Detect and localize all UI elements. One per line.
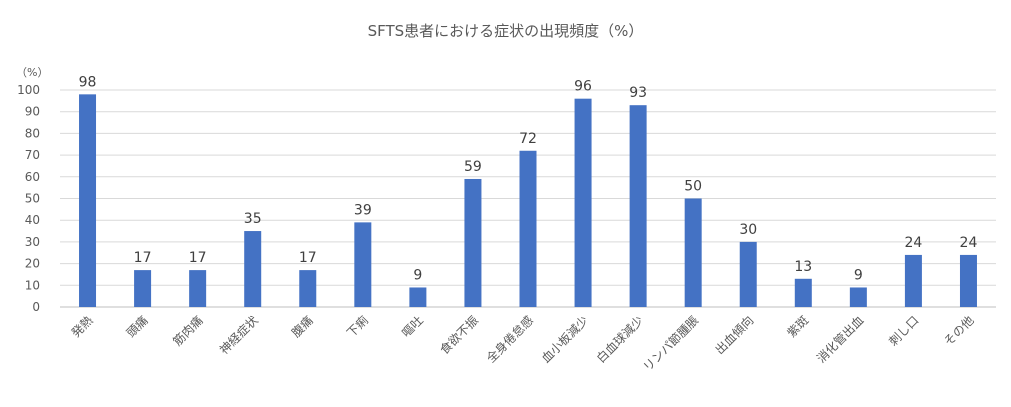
x-tick-label: 筋肉痛 <box>170 313 206 349</box>
data-label: 93 <box>629 85 647 101</box>
x-tick-label: 血小板減少 <box>538 313 591 366</box>
bar <box>409 287 427 307</box>
bar <box>79 94 97 307</box>
bar <box>794 278 812 307</box>
x-tick-label: 全身倦怠感 <box>483 313 536 366</box>
y-tick-label: 30 <box>25 235 40 249</box>
x-tick-label: 下痢 <box>343 313 371 341</box>
y-tick-label: 90 <box>25 105 40 119</box>
x-axis: 発熱 頭痛 筋肉痛 神経症状 腹痛 下痢 嘔吐 食欲不振 全身倦怠感 血小板減少 白血球減少リンパ節… <box>69 313 977 375</box>
data-label: 17 <box>299 250 317 266</box>
bar <box>849 287 867 307</box>
data-label: 50 <box>684 179 702 195</box>
bar <box>519 150 537 307</box>
data-labels: 98 17 17 35 17 39 9 59 72 96 93 50 30 13 9 24 24 <box>79 74 978 283</box>
bars <box>79 94 977 308</box>
data-label: 59 <box>464 159 482 175</box>
x-tick-label: 刺し口 <box>886 313 921 348</box>
bar <box>629 105 647 307</box>
x-tick-label: 頭痛 <box>123 313 151 341</box>
x-tick-label: 出血傾向 <box>712 313 757 358</box>
bar <box>299 270 317 307</box>
bar <box>354 222 372 307</box>
data-label: 9 <box>854 267 863 283</box>
chart-title: SFTS患者における症状の出現頻度（%） <box>367 22 644 40</box>
data-label: 24 <box>904 235 922 251</box>
bar <box>189 270 207 307</box>
data-label: 30 <box>739 222 757 238</box>
bar <box>904 254 922 307</box>
data-label: 24 <box>960 235 978 251</box>
x-tick-label: 神経症状 <box>216 313 261 358</box>
bar <box>244 231 262 307</box>
data-label: 9 <box>413 267 422 283</box>
x-tick-label: 嘔吐 <box>399 313 426 340</box>
data-label: 39 <box>354 202 372 218</box>
x-tick-label: 紫斑 <box>785 313 812 340</box>
bar <box>134 270 152 307</box>
y-tick-label: 40 <box>25 213 40 227</box>
data-label: 96 <box>574 79 592 95</box>
data-label: 35 <box>244 211 262 227</box>
bar <box>739 241 757 307</box>
data-label: 17 <box>189 250 207 266</box>
y-tick-label: 100 <box>17 83 40 97</box>
bar <box>574 98 592 308</box>
data-label: 13 <box>794 259 812 275</box>
x-tick-label: 発熱 <box>69 313 96 340</box>
x-tick-label: リンパ節腫脹 <box>640 313 702 375</box>
bar <box>684 198 702 307</box>
x-tick-label: 白血球減少 <box>593 313 646 366</box>
x-tick-label: 食欲不振 <box>437 313 482 358</box>
y-unit-label: （%） <box>16 66 48 79</box>
bar <box>464 178 482 307</box>
x-tick-label: 消化管出血 <box>813 313 866 366</box>
y-axis: 0 10 20 30 40 50 60 70 80 90 100 <box>17 83 40 314</box>
y-tick-label: 70 <box>25 148 40 162</box>
y-tick-label: 20 <box>25 257 40 271</box>
bar <box>959 254 977 307</box>
y-tick-label: 50 <box>25 192 40 206</box>
y-tick-label: 10 <box>25 278 40 292</box>
y-tick-label: 0 <box>32 300 40 314</box>
y-tick-label: 80 <box>25 126 40 140</box>
data-label: 17 <box>134 250 152 266</box>
x-tick-label: 腹痛 <box>288 313 316 341</box>
data-label: 72 <box>519 131 537 147</box>
y-tick-label: 60 <box>25 170 40 184</box>
data-label: 98 <box>79 74 97 90</box>
x-tick-label: その他 <box>941 313 976 348</box>
